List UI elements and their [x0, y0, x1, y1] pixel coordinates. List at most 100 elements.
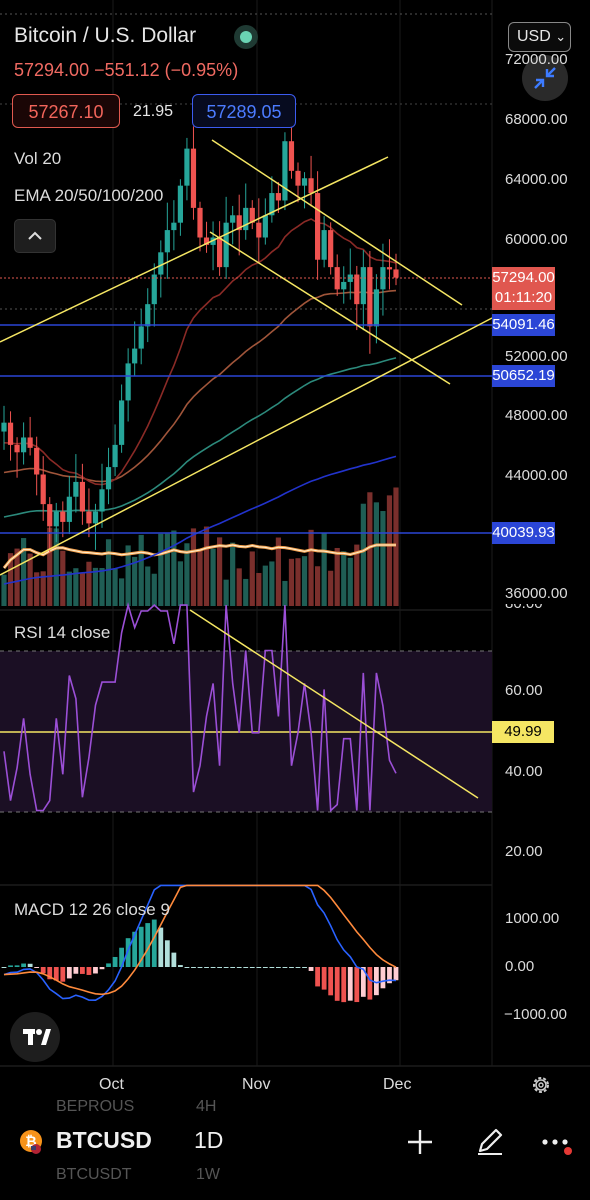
macd-histogram-bar: [210, 967, 216, 968]
candle-body: [184, 148, 190, 186]
tradingview-logo-icon: [23, 1029, 51, 1045]
chart-title: Bitcoin / U.S. Dollar: [14, 24, 197, 47]
candle-body: [360, 267, 366, 305]
macd-histogram-bar: [354, 967, 360, 1003]
rsi-indicator-label[interactable]: RSI 14 close: [14, 623, 111, 642]
volume-bar: [164, 533, 170, 606]
macd-histogram-bar: [295, 967, 301, 968]
candle-body: [249, 207, 255, 223]
candle-body: [380, 267, 386, 290]
buy-button[interactable]: 57289.05: [192, 94, 296, 128]
macd-histogram-bar: [387, 967, 392, 984]
macd-histogram-bar: [262, 967, 268, 968]
candle-body: [158, 252, 164, 275]
volume-bar: [243, 578, 249, 606]
candle-body: [288, 141, 295, 171]
volume-bar: [217, 537, 223, 606]
pen-icon[interactable]: [474, 1125, 506, 1157]
chevron-down-icon: ⌄: [555, 29, 567, 44]
macd-histogram-bar: [347, 967, 353, 1001]
candle-body: [315, 193, 321, 260]
macd-histogram-bar: [289, 967, 294, 968]
volume-bar: [256, 572, 262, 606]
candle-body: [151, 274, 157, 305]
macd-histogram-bar: [106, 963, 111, 967]
volume-bar: [47, 527, 53, 606]
macd-histogram-bar: [328, 967, 334, 996]
more-icon[interactable]: [540, 1133, 574, 1159]
volume-bar: [203, 526, 210, 606]
macd-histogram-bar: [164, 940, 170, 967]
current-price-tag: 57294.00 01:11:20: [492, 267, 555, 310]
macd-histogram-bar: [27, 963, 33, 967]
candle-body: [138, 326, 144, 349]
interval-selector[interactable]: 1D: [194, 1127, 224, 1153]
level-tag-40039: 40039.93: [492, 522, 555, 544]
volume-bar: [262, 565, 268, 606]
price-axis-label: 48000.00: [505, 407, 568, 424]
candle-body: [14, 444, 20, 453]
candle-body: [217, 237, 223, 268]
candle-body: [328, 230, 334, 268]
macd-histogram-bar: [334, 967, 340, 1001]
macd-histogram-bar: [223, 967, 229, 968]
candle-body: [347, 274, 353, 282]
rsi-axis-label: 40.00: [505, 763, 543, 780]
volume-bar: [34, 572, 40, 606]
macd-histogram-bar: [380, 967, 386, 989]
candle-body: [119, 400, 125, 445]
macd-histogram-bar: [256, 967, 262, 968]
volume-bar: [1, 574, 7, 606]
macd-histogram-bar: [341, 967, 347, 1003]
macd-histogram-bar: [73, 967, 79, 974]
volume-indicator-label[interactable]: Vol 20: [14, 149, 62, 168]
candle-body: [308, 178, 314, 194]
macd-histogram-bar: [99, 967, 105, 970]
candle-body: [262, 215, 268, 238]
macd-histogram-bar: [178, 965, 183, 967]
time-axis-label: Nov: [242, 1076, 271, 1093]
volume-bar: [301, 556, 308, 606]
volume-bar: [119, 578, 125, 606]
macd-indicator-label[interactable]: MACD 12 26 close 9: [14, 900, 170, 919]
candle-body: [164, 230, 170, 253]
volume-bar: [66, 571, 72, 606]
sell-button[interactable]: 57267.10: [12, 94, 120, 128]
candle-body: [367, 267, 373, 327]
macd-histogram-bar: [40, 967, 46, 974]
candle-body: [171, 222, 177, 231]
macd-histogram-bar: [86, 967, 92, 975]
candle-body: [373, 289, 379, 327]
gear-icon[interactable]: [529, 1073, 553, 1097]
macd-histogram-bar: [93, 967, 98, 974]
fullscreen-button[interactable]: [522, 55, 568, 101]
macd-histogram: [1, 919, 399, 1003]
macd-histogram-bar: [302, 967, 307, 968]
macd-axis-label: −1000.00: [504, 1006, 567, 1023]
macd-histogram-bar: [308, 967, 314, 971]
plus-icon[interactable]: [405, 1127, 435, 1157]
candle-body: [40, 474, 46, 505]
tradingview-logo[interactable]: [10, 1012, 60, 1062]
chevron-up-icon: [28, 231, 42, 240]
macd-histogram-bar: [393, 967, 399, 981]
macd-histogram-bar: [321, 967, 327, 990]
ghost-symbol-below: BTCUSDT: [56, 1166, 132, 1180]
price-chart[interactable]: [0, 0, 590, 1104]
symbol-selector[interactable]: BTCUSD: [56, 1127, 152, 1153]
collapse-indicators-button[interactable]: [14, 219, 56, 253]
bottom-toolbar: [0, 1104, 590, 1200]
volume-bar: [360, 503, 366, 606]
macd-histogram-bar: [249, 967, 255, 968]
ema-indicator-label[interactable]: EMA 20/50/100/200: [14, 186, 164, 205]
volume-bar: [151, 573, 157, 606]
candle-body: [105, 467, 112, 490]
macd-histogram-bar: [315, 967, 320, 987]
volume-bar: [315, 566, 321, 606]
volume-bar: [105, 539, 112, 606]
currency-select[interactable]: USD ⌄: [508, 22, 571, 52]
trendline-channel-top: [0, 156, 389, 343]
macd-histogram-bar: [276, 967, 281, 968]
candle-body: [145, 304, 151, 327]
price-change: 57294.00 −551.12 (−0.95%): [14, 60, 239, 80]
